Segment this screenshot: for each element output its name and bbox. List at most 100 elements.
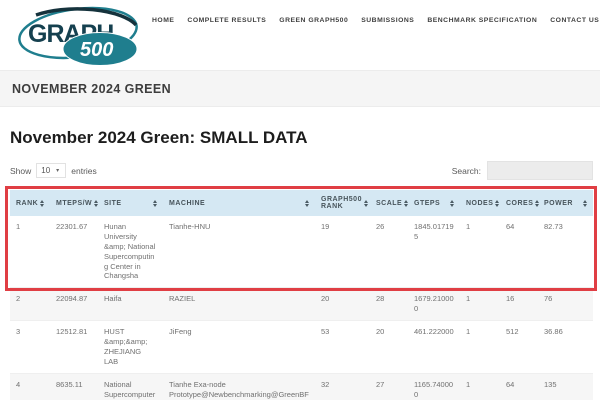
results-table-header: RANK MTEPS/W SITE MACHINE GRAPH500 RANK … xyxy=(10,190,593,216)
entries-select-value: 10 xyxy=(41,166,51,175)
cell-nodes: 1 xyxy=(460,320,500,374)
banner-title: NOVEMBER 2024 GREEN xyxy=(12,81,172,96)
column-label: GTEPS xyxy=(414,199,441,207)
main-content: November 2024 Green: SMALL DATA Show 10 … xyxy=(0,128,600,400)
sort-icon[interactable] xyxy=(363,199,368,207)
column-label: RANK xyxy=(16,199,39,207)
sort-icon[interactable] xyxy=(94,199,99,207)
cell-nodes: 1 xyxy=(460,216,500,289)
column-header-scale[interactable]: SCALE xyxy=(370,190,409,216)
page-banner: NOVEMBER 2024 GREEN xyxy=(0,70,600,107)
sort-icon[interactable] xyxy=(40,199,45,207)
results-table: RANK MTEPS/W SITE MACHINE GRAPH500 RANK … xyxy=(10,190,593,400)
cell-scale: 27 xyxy=(370,373,408,400)
cell-graph500-rank: 20 xyxy=(315,287,370,322)
column-label: SITE xyxy=(104,199,122,207)
cell-power: 76 xyxy=(538,287,593,322)
column-header-power[interactable]: POWER xyxy=(538,190,593,216)
cell-machine: JiFeng xyxy=(163,320,315,374)
nav-item-green-graph500[interactable]: GREEN GRAPH500 xyxy=(279,17,349,24)
column-header-graph500-rank[interactable]: GRAPH500 RANK xyxy=(315,190,370,216)
cell-cores: 16 xyxy=(500,287,538,322)
cell-machine: RAZIEL xyxy=(163,287,315,322)
entries-select[interactable]: 10 ▾ xyxy=(36,163,67,178)
sort-icon[interactable] xyxy=(404,199,409,207)
graph500-logo-image: GRAPH 500 xyxy=(18,6,138,66)
search-control: Search: xyxy=(452,161,593,180)
cell-nodes: 1 xyxy=(460,287,500,322)
sort-icon[interactable] xyxy=(305,199,309,207)
cell-scale: 28 xyxy=(370,287,408,322)
show-label: Show xyxy=(10,165,32,176)
cell-cores: 64 xyxy=(500,216,538,289)
column-header-rank[interactable]: RANK xyxy=(10,190,50,216)
cell-graph500-rank: 53 xyxy=(315,320,370,374)
nav-item-benchmark-specification[interactable]: BENCHMARK SPECIFICATION xyxy=(427,17,538,24)
table-row[interactable]: 1 22301.67 Hunan University &amp; Nation… xyxy=(10,216,593,289)
cell-gteps: 1679.210000 xyxy=(408,287,460,322)
column-header-nodes[interactable]: NODES xyxy=(460,190,500,216)
cell-mteps-w: 22094.87 xyxy=(50,287,98,322)
cell-rank: 2 xyxy=(10,287,50,322)
cell-machine: Tianhe-HNU xyxy=(163,216,315,289)
cell-site: Hunan University &amp; National Supercom… xyxy=(98,216,163,289)
cell-cores: 64 xyxy=(500,373,538,400)
graph500-logo[interactable]: GRAPH 500 xyxy=(14,5,152,67)
chevron-down-icon: ▾ xyxy=(56,168,60,174)
main-nav: HOME COMPLETE RESULTS GREEN GRAPH500 SUB… xyxy=(152,0,600,70)
logo-swoosh xyxy=(35,7,138,27)
table-row[interactable]: 4 8635.11 National Supercomputer Center … xyxy=(10,373,593,400)
cell-cores: 512 xyxy=(500,320,538,374)
column-label: MTEPS/W xyxy=(56,199,93,207)
column-header-mteps-w[interactable]: MTEPS/W xyxy=(50,190,99,216)
sort-icon[interactable] xyxy=(450,199,454,207)
column-label: NODES xyxy=(466,199,494,207)
sort-icon[interactable] xyxy=(535,199,540,207)
column-label: SCALE xyxy=(376,199,403,207)
cell-gteps: 461.222000 xyxy=(408,320,460,374)
table-row[interactable]: 3 12512.81 HUST &amp;&amp; ZHEJIANG LAB … xyxy=(10,320,593,374)
table-controls: Show 10 ▾ entries Search: xyxy=(10,160,593,181)
column-header-machine[interactable]: MACHINE xyxy=(163,190,315,216)
cell-gteps: 1165.740000 xyxy=(408,373,460,400)
sort-icon[interactable] xyxy=(153,199,157,207)
cell-nodes: 1 xyxy=(460,373,500,400)
nav-item-home[interactable]: HOME xyxy=(152,17,175,24)
cell-power: 82.73 xyxy=(538,216,593,289)
cell-site: HUST &amp;&amp; ZHEJIANG LAB xyxy=(98,320,163,374)
cell-mteps-w: 8635.11 xyxy=(50,373,98,400)
cell-rank: 1 xyxy=(10,216,50,289)
search-input[interactable] xyxy=(487,161,593,180)
cell-mteps-w: 12512.81 xyxy=(50,320,98,374)
cell-power: 135 xyxy=(538,373,593,400)
cell-power: 36.86 xyxy=(538,320,593,374)
cell-scale: 26 xyxy=(370,216,408,289)
cell-mteps-w: 22301.67 xyxy=(50,216,98,289)
cell-site: National Supercomputer Center in Tianjin xyxy=(98,373,163,400)
nav-item-contact-us[interactable]: CONTACT US xyxy=(550,17,600,24)
cell-rank: 3 xyxy=(10,320,50,374)
site-header: GRAPH 500 HOME COMPLETE RESULTS GREEN GR… xyxy=(0,0,600,70)
page-title: November 2024 Green: SMALL DATA xyxy=(10,128,308,147)
nav-item-complete-results[interactable]: COMPLETE RESULTS xyxy=(187,17,267,24)
search-label: Search: xyxy=(451,165,481,176)
cell-graph500-rank: 32 xyxy=(315,373,370,400)
column-label: MACHINE xyxy=(169,199,206,207)
column-label: POWER xyxy=(544,199,573,207)
column-header-cores[interactable]: CORES xyxy=(500,190,540,216)
nav-item-submissions[interactable]: SUBMISSIONS xyxy=(361,17,415,24)
sort-icon[interactable] xyxy=(495,199,500,207)
cell-gteps: 1845.017195 xyxy=(408,216,460,289)
results-table-body: 1 22301.67 Hunan University &amp; Nation… xyxy=(10,216,593,400)
entries-label: entries xyxy=(71,165,97,176)
logo-text-500: 500 xyxy=(80,39,113,61)
cell-graph500-rank: 19 xyxy=(315,216,370,289)
cell-scale: 20 xyxy=(370,320,408,374)
cell-site: Haifa xyxy=(98,287,163,322)
cell-machine: Tianhe Exa-node Prototype@Newbenchmarkin… xyxy=(163,373,315,400)
column-header-gteps[interactable]: GTEPS xyxy=(408,190,460,216)
column-label: CORES xyxy=(506,199,534,207)
column-header-site[interactable]: SITE xyxy=(98,190,163,216)
sort-icon[interactable] xyxy=(583,199,587,207)
table-row[interactable]: 2 22094.87 Haifa RAZIEL 20 28 1679.21000… xyxy=(10,287,593,322)
